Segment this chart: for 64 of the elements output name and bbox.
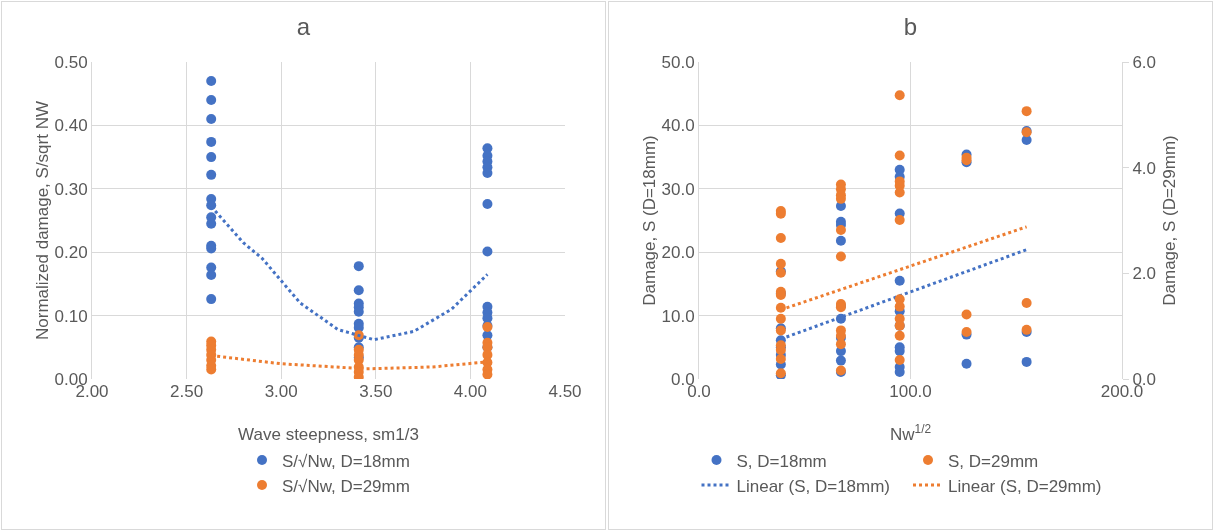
point [482,199,493,210]
y-axis-title: Damage, S (D=18mm) [640,135,659,306]
point [894,330,905,341]
y-tick-label: 0.10 [54,306,88,326]
point [1021,106,1032,117]
point [1021,297,1032,308]
point [894,275,905,286]
x-tick-label: 4.50 [548,382,582,401]
y-tick-label: 30.0 [661,179,695,199]
y-tick-label: 50.0 [661,52,695,72]
x-axis-title: Nw$^{1/2}$ [889,421,932,444]
point [482,246,493,257]
point [206,114,217,125]
legend-label: S/√Nw, D=29mm [282,476,410,496]
point [206,76,217,87]
x-tick-label: 3.00 [264,382,298,401]
chart-title: a [296,12,311,40]
y-tick-label: 20.0 [661,243,695,263]
point [835,251,846,262]
chart-title: b [903,12,918,40]
point [961,309,972,320]
point [206,270,217,281]
legend-label: Linear (S, D=29mm) [948,476,1102,496]
point [353,285,364,296]
point [775,313,786,324]
point [894,150,905,161]
y-tick-label: 0.40 [54,116,88,136]
y2-tick-label: 6.0 [1132,52,1157,72]
x-tick-label: 4.00 [453,382,487,401]
point [1021,356,1032,367]
y2-tick-label: 2.0 [1132,264,1157,284]
point [206,169,217,180]
point [353,261,364,272]
point [894,90,905,101]
point [206,152,217,163]
point [206,136,217,147]
y-tick-label: 0.50 [54,52,88,72]
point [835,235,846,246]
point [835,339,846,350]
point [894,354,905,365]
legend-label: S/√Nw, D=18mm [282,451,410,471]
point [775,353,786,364]
point [961,358,972,369]
point [894,214,905,225]
point [835,225,846,236]
x-tick-label: 3.50 [359,382,393,401]
y-tick-label: 40.0 [661,116,695,136]
y2-axis-title: Damage, S (D=29mm) [1159,135,1179,306]
x-axis-title: Wave steepness, sm1/3 [238,425,419,444]
point [775,232,786,243]
legend-label: Linear (S, D=18mm) [736,476,891,496]
x-tick-label: 2.50 [170,382,204,401]
y-tick-label: 0.20 [54,243,88,263]
y-tick-label: 10.0 [661,306,695,326]
point [775,258,786,269]
x-tick-label: 100.0 [889,382,932,401]
legend-label: S, D=18mm [736,451,827,471]
y-axis-title: Normalized damage, S/sqrt NW [33,100,52,341]
y2-tick-label: 4.0 [1132,158,1157,178]
y-tick-label: 0.30 [54,179,88,199]
point [835,355,846,366]
legend-label: S, D=29mm [948,451,1039,471]
point [206,294,217,305]
point [206,95,217,106]
